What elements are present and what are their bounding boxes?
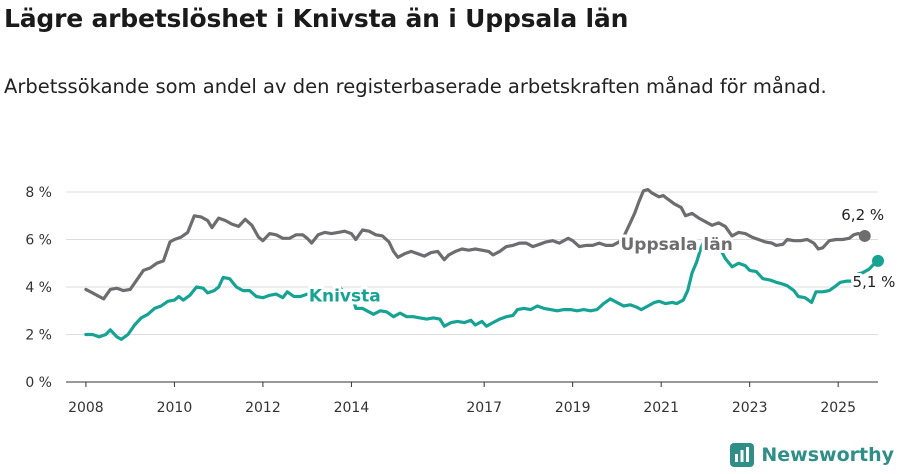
brand-name: Newsworthy [761,444,894,466]
series-line-knivsta [84,236,880,341]
y-tick-label: 6 % [25,233,52,249]
end-label-uppsala-halo: 6,2 % [841,206,884,224]
series-line-uppsala-l-n [84,188,867,301]
y-tick-label: 2 % [25,328,52,344]
x-tick-label: 2014 [334,400,370,416]
chart-subtitle: Arbetssökande som andel av den registerb… [4,75,827,98]
x-tick-label: 2008 [68,400,104,416]
y-tick-label: 4 % [25,280,52,296]
series-label-knivsta-halo: Knivsta [309,286,381,306]
end-point-knivsta [872,254,884,267]
y-tick-label: 0 % [25,375,52,391]
x-tick-label: 2010 [157,400,193,416]
chart-title: Lägre arbetslöshet i Knivsta än i Uppsal… [4,4,629,33]
end-point-uppsala-l-n [858,229,871,242]
axes: 0 % 2 % 4 % 6 % 8 % 2008 2010 2012 2014 2017 2019 2… [25,185,878,416]
x-tick-label: 2025 [820,400,856,416]
series-label-uppsala-halo: Uppsala län [620,235,732,255]
x-tick-label: 2023 [732,400,768,416]
series-label-knivsta: Knivsta [309,286,381,306]
end-label-knivsta: 5,1 % [853,273,896,291]
newsworthy-logo-icon [730,443,755,467]
brand: Newsworthy [729,442,894,468]
end-label-uppsala: 6,2 % [841,206,884,224]
x-tick-label: 2017 [466,400,502,416]
gridlines [66,191,878,335]
x-tick-label: 2012 [245,400,281,416]
y-tick-label: 8 % [25,185,52,201]
end-label-knivsta-halo: 5,1 % [853,273,896,291]
x-tick-label: 2019 [555,400,591,416]
x-tick-label: 2021 [643,400,679,416]
series-label-uppsala: Uppsala län [620,235,732,255]
series-lines [84,188,884,341]
